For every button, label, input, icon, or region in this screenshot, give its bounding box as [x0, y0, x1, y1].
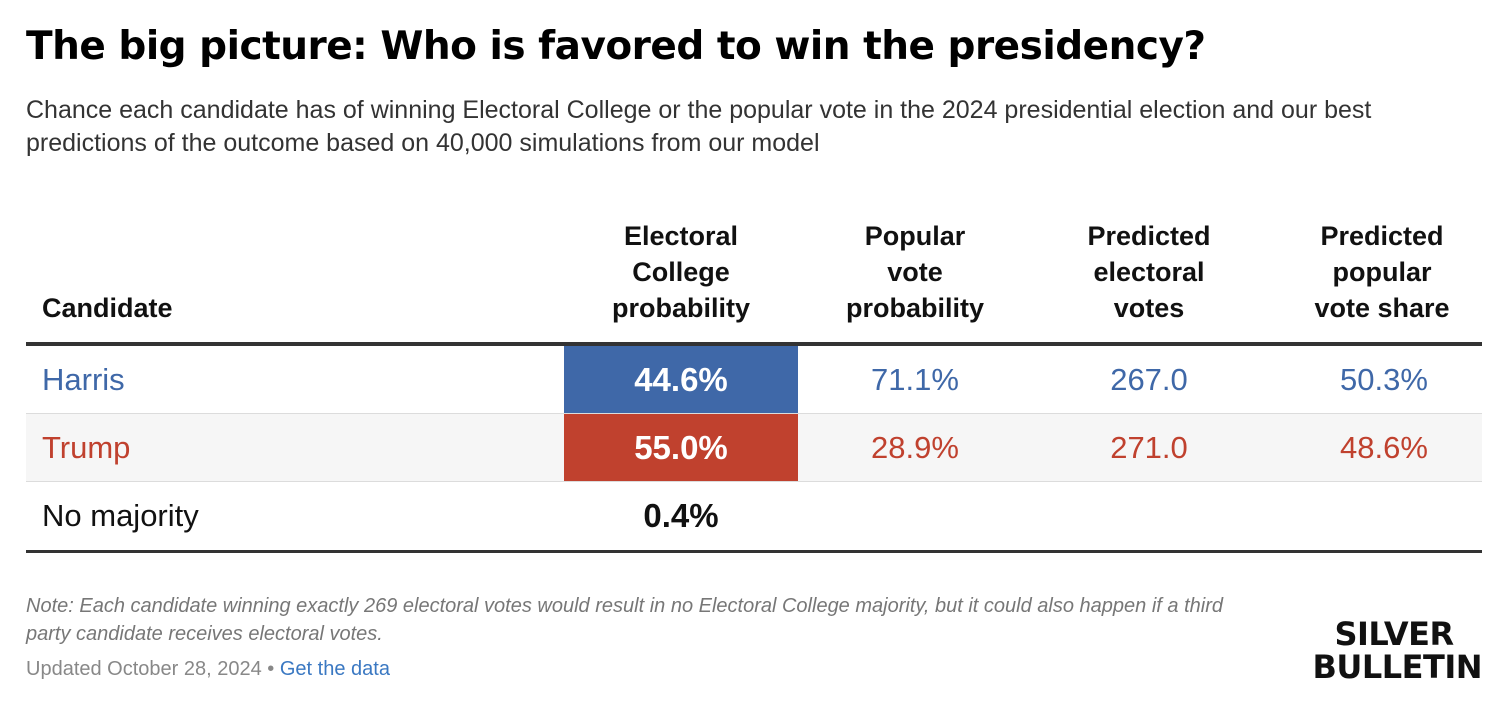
chart-title: The big picture: Who is favored to win t…	[26, 24, 1206, 69]
candidate-name: No majority	[42, 498, 199, 533]
chart-subtitle: Chance each candidate has of winning Ele…	[26, 96, 1372, 157]
updated-date: Updated October 28, 2024	[26, 658, 262, 680]
logo-line-2: BULLETIN	[1312, 648, 1482, 686]
cell-predicted-electoral-votes	[1032, 482, 1266, 550]
cell-electoral-college-probability: 0.4%	[643, 497, 719, 534]
forecast-table: Candidate Electoral College probability …	[26, 210, 1482, 553]
table-body: Harris 44.6% 71.1% 267.0 50.3% Trump 55.0% 28.9…	[26, 346, 1482, 553]
cell-predicted-electoral-votes: 271.0	[1110, 429, 1188, 465]
cell-predicted-popular-vote-share: 48.6%	[1340, 429, 1428, 465]
cell-predicted-popular-vote-share	[1266, 482, 1502, 550]
table-header: Candidate Electoral College probability …	[26, 210, 1482, 346]
table-row: Trump 55.0% 28.9% 271.0 48.6%	[26, 414, 1482, 482]
cell-electoral-college-probability: 44.6%	[564, 346, 798, 413]
get-the-data-link[interactable]: Get the data	[279, 658, 390, 680]
cell-popular-vote-probability: 28.9%	[871, 429, 959, 465]
cell-popular-vote-probability	[798, 482, 1032, 550]
silver-bulletin-logo: SILVER BULLETIN	[1312, 618, 1482, 684]
cell-popular-vote-probability: 71.1%	[871, 361, 959, 397]
table-row: No majority 0.4%	[26, 482, 1482, 553]
header-predicted-popular-vote-share: Predicted popular vote share	[1314, 221, 1450, 323]
table-row: Harris 44.6% 71.1% 267.0 50.3%	[26, 346, 1482, 414]
footnote: Note: Each candidate winning exactly 269…	[26, 595, 1223, 645]
header-predicted-electoral-votes: Predicted electoral votes	[1087, 221, 1211, 323]
candidate-name: Trump	[42, 429, 131, 465]
cell-electoral-college-probability: 55.0%	[564, 414, 798, 481]
logo-line-1: SILVER	[1334, 615, 1454, 653]
cell-predicted-popular-vote-share: 50.3%	[1340, 361, 1428, 397]
header-electoral-college-probability: Electoral College probability	[611, 221, 750, 323]
header-popular-vote-probability: Popular vote probability	[845, 221, 984, 323]
header-candidate: Candidate	[42, 293, 173, 323]
candidate-name: Harris	[42, 361, 125, 397]
updated-line: Updated October 28, 2024 • Get the data	[26, 658, 390, 681]
cell-predicted-electoral-votes: 267.0	[1110, 361, 1188, 397]
separator: •	[261, 658, 280, 680]
